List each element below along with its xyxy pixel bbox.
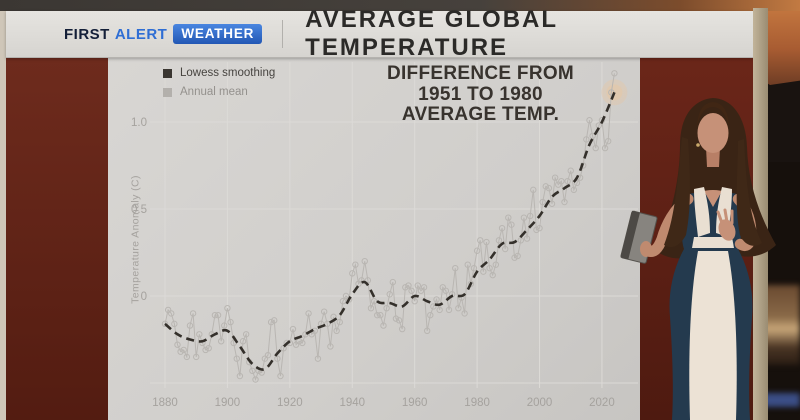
brand-weather-badge: WEATHER [173,24,263,44]
lowess-swatch-icon [163,68,172,78]
headline: AVERAGE GLOBAL TEMPERATURE [305,6,558,61]
chart-title-line: AVERAGE TEMP. [401,104,560,125]
chart-title-line: DIFFERENCE FROM [386,63,575,84]
earring [696,143,700,147]
legend-item-lowess: Lowess smoothing [163,67,275,79]
dress-strap-left [694,187,710,237]
studio-top-strip [0,0,800,11]
header-divider [282,20,284,48]
y-axis-label: Temperature Anomaly (C) [129,175,142,304]
presenter [620,98,776,420]
left-maroon-wall [6,57,108,420]
board-left-edge [0,11,6,420]
legend-label: Annual mean [180,86,248,98]
presenter-face [697,113,729,153]
presenter-left-hand [716,208,736,241]
chart-title-line: 1951 TO 1980 [418,83,543,105]
presenter-hair-strand-left [664,137,690,248]
chart-title: DIFFERENCE FROM 1951 TO 1980 AVERAGE TEM… [383,63,578,126]
dress-neckline [704,191,722,207]
studio-monitor-glow [762,393,800,407]
brand-logo: FIRST ALERT WEATHER [64,24,263,44]
dress-skirt-panel [689,251,737,420]
dress-waistband [692,237,734,248]
chart-legend: Lowess smoothing Annual mean [163,67,275,105]
header-bar: FIRST ALERT WEATHER AVERAGE GLOBAL TEMPE… [6,6,753,61]
legend-label: Lowess smoothing [180,67,276,79]
studio-desk-blur [762,285,800,365]
presenter-right-hand [640,241,652,257]
presenter-hair-fringe [697,102,729,127]
presenter-hair-strand-right [736,139,762,246]
brand-alert: ALERT [114,25,168,43]
brand-first: FIRST [64,25,110,43]
legend-item-annual: Annual mean [163,86,275,98]
annual-swatch-icon [163,87,172,97]
